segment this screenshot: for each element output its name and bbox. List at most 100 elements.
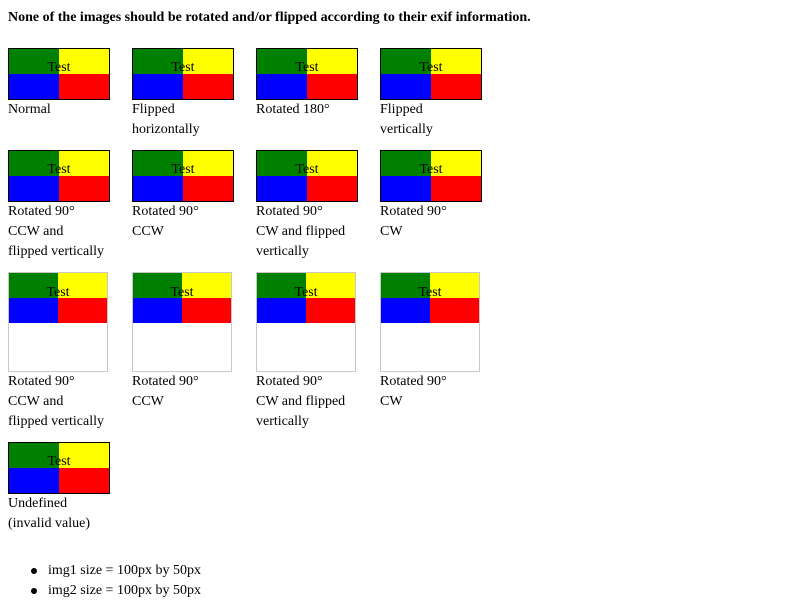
image-cell: Test Rotated 90° CW and flipped vertical… — [256, 272, 376, 432]
image-cell: Test Rotated 90° CCW and flipped vertica… — [8, 272, 128, 432]
image-caption: Flipped horizontally — [132, 102, 200, 137]
test-image: Test — [132, 48, 234, 100]
image-label: Test — [295, 60, 319, 75]
image-cell: Test Rotated 90° CW and flipped vertical… — [256, 150, 376, 262]
framed-test-image: Test — [132, 272, 232, 372]
blue-quadrant — [9, 74, 59, 99]
yellow-quadrant — [59, 151, 109, 176]
red-quadrant — [306, 298, 355, 323]
list-item: img1 size = 100px by 50px — [31, 561, 201, 581]
test-image: Test — [132, 150, 234, 202]
image-cell: Test Rotated 90° CCW and flipped vertica… — [8, 150, 128, 262]
green-quadrant — [381, 49, 431, 74]
image-caption: Rotated 90° CCW — [132, 204, 199, 239]
blue-quadrant — [257, 298, 306, 323]
image-cell: Test Undefined (invalid value) — [8, 442, 128, 534]
red-quadrant — [307, 176, 357, 201]
red-quadrant — [431, 176, 481, 201]
green-quadrant — [381, 273, 430, 298]
yellow-quadrant — [183, 49, 233, 74]
green-quadrant — [257, 49, 307, 74]
red-quadrant — [58, 298, 107, 323]
image-label: Test — [170, 285, 194, 300]
image-label: Test — [46, 285, 70, 300]
image-cell: Test Rotated 180° — [256, 48, 376, 120]
image-label: Test — [419, 60, 443, 75]
blue-quadrant — [9, 468, 59, 493]
image-label: Test — [418, 285, 442, 300]
green-quadrant — [9, 273, 58, 298]
red-quadrant — [183, 74, 233, 99]
image-cell: Test Flipped horizontally — [132, 48, 252, 140]
green-quadrant — [257, 273, 306, 298]
image-caption: Rotated 180° — [256, 102, 330, 117]
red-quadrant — [183, 176, 233, 201]
test-image: Test — [133, 273, 231, 323]
red-quadrant — [431, 74, 481, 99]
image-label: Test — [47, 162, 71, 177]
image-caption: Flipped vertically — [380, 102, 433, 137]
yellow-quadrant — [431, 49, 481, 74]
note-text: img2 size = 100px by 50px — [48, 583, 201, 598]
test-image: Test — [8, 442, 110, 494]
page-heading: None of the images should be rotated and… — [8, 10, 531, 25]
yellow-quadrant — [183, 151, 233, 176]
red-quadrant — [59, 468, 109, 493]
bullet-icon — [31, 568, 37, 574]
yellow-quadrant — [430, 273, 479, 298]
red-quadrant — [59, 176, 109, 201]
test-image: Test — [380, 150, 482, 202]
image-cell: Test Flipped vertically — [380, 48, 500, 140]
yellow-quadrant — [59, 443, 109, 468]
blue-quadrant — [133, 176, 183, 201]
image-label: Test — [294, 285, 318, 300]
image-label: Test — [171, 60, 195, 75]
test-image: Test — [381, 273, 479, 323]
blue-quadrant — [257, 74, 307, 99]
yellow-quadrant — [307, 49, 357, 74]
red-quadrant — [182, 298, 231, 323]
framed-test-image: Test — [380, 272, 480, 372]
image-caption: Undefined (invalid value) — [8, 496, 91, 531]
test-image: Test — [256, 150, 358, 202]
blue-quadrant — [381, 176, 431, 201]
green-quadrant — [133, 49, 183, 74]
red-quadrant — [307, 74, 357, 99]
framed-test-image: Test — [256, 272, 356, 372]
image-caption: Rotated 90° CW — [380, 374, 447, 409]
test-image: Test — [256, 48, 358, 100]
yellow-quadrant — [182, 273, 231, 298]
green-quadrant — [9, 443, 59, 468]
yellow-quadrant — [59, 49, 109, 74]
test-image: Test — [380, 48, 482, 100]
image-label: Test — [47, 60, 71, 75]
image-label: Test — [47, 454, 71, 469]
yellow-quadrant — [431, 151, 481, 176]
image-caption: Rotated 90° CCW and flipped vertically — [8, 204, 105, 259]
image-caption: Rotated 90° CW — [380, 204, 447, 239]
blue-quadrant — [133, 74, 183, 99]
bullet-icon — [31, 588, 37, 594]
image-caption: Rotated 90° CW and flipped vertically — [256, 204, 346, 259]
image-label: Test — [295, 162, 319, 177]
blue-quadrant — [9, 176, 59, 201]
green-quadrant — [9, 49, 59, 74]
image-label: Test — [171, 162, 195, 177]
image-cell: Test Normal — [8, 48, 128, 120]
test-image: Test — [9, 273, 107, 323]
blue-quadrant — [257, 176, 307, 201]
green-quadrant — [9, 151, 59, 176]
list-item: img2 size = 100px by 50px — [31, 581, 201, 600]
image-caption: Rotated 90° CCW — [132, 374, 199, 409]
image-caption: Normal — [8, 102, 51, 117]
image-caption: Rotated 90° CW and flipped vertically — [256, 374, 346, 429]
image-cell: Test Rotated 90° CCW — [132, 150, 252, 242]
image-cell: Test Rotated 90° CW — [380, 150, 500, 242]
blue-quadrant — [133, 298, 182, 323]
green-quadrant — [133, 151, 183, 176]
blue-quadrant — [381, 74, 431, 99]
blue-quadrant — [9, 298, 58, 323]
image-cell: Test Rotated 90° CCW — [132, 272, 252, 412]
blue-quadrant — [381, 298, 430, 323]
